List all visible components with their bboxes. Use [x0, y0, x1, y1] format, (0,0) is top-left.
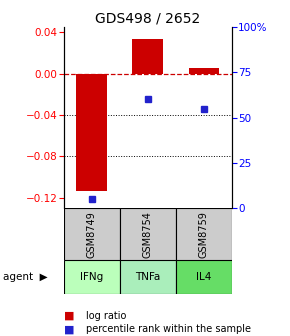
FancyBboxPatch shape: [176, 260, 232, 294]
Text: ■: ■: [64, 324, 74, 334]
Text: log ratio: log ratio: [86, 311, 126, 321]
FancyBboxPatch shape: [176, 208, 232, 260]
Text: percentile rank within the sample: percentile rank within the sample: [86, 324, 251, 334]
Text: agent  ▶: agent ▶: [3, 272, 48, 282]
FancyBboxPatch shape: [64, 208, 120, 260]
FancyBboxPatch shape: [64, 260, 120, 294]
Title: GDS498 / 2652: GDS498 / 2652: [95, 12, 200, 26]
FancyBboxPatch shape: [120, 260, 176, 294]
Text: GSM8749: GSM8749: [87, 211, 97, 258]
Bar: [76, 74, 107, 191]
FancyBboxPatch shape: [120, 208, 176, 260]
Text: ■: ■: [64, 311, 74, 321]
Bar: [133, 39, 163, 74]
Bar: [188, 68, 219, 74]
Text: IFNg: IFNg: [80, 272, 104, 282]
Text: TNFa: TNFa: [135, 272, 161, 282]
Text: GSM8754: GSM8754: [143, 211, 153, 258]
Text: GSM8759: GSM8759: [199, 211, 209, 258]
Text: IL4: IL4: [196, 272, 212, 282]
